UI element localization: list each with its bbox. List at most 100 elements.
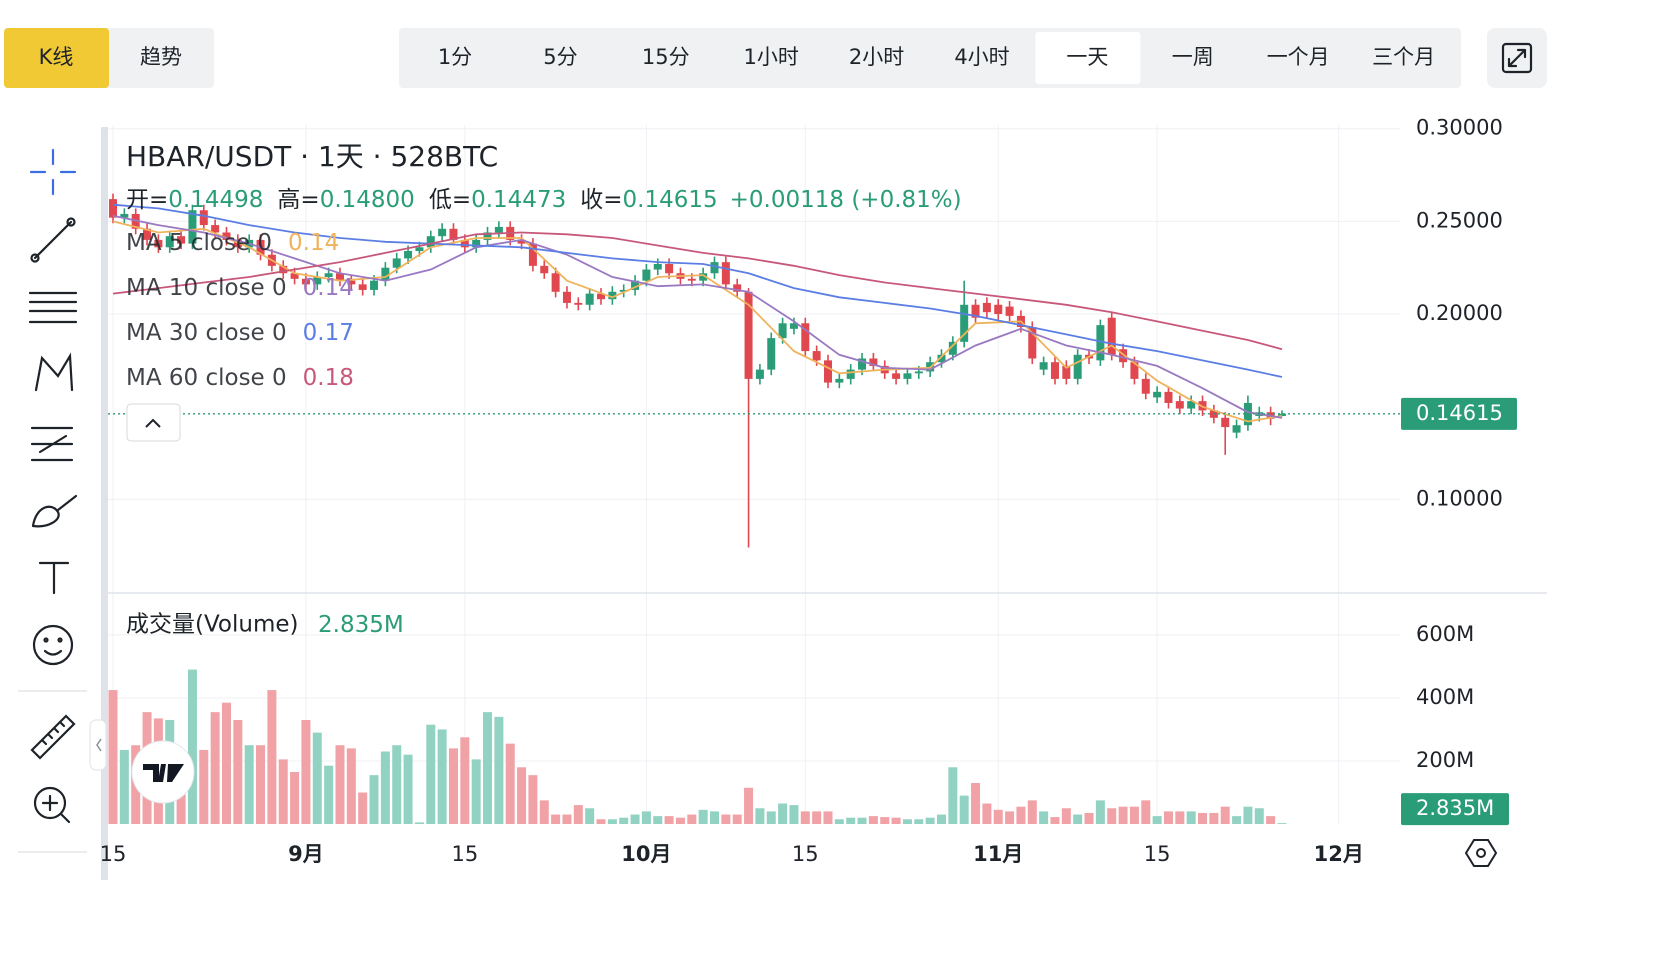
candle-body	[1073, 354, 1082, 379]
candle-body	[1164, 391, 1173, 403]
volume-bar	[1152, 816, 1162, 824]
volume-bar	[971, 783, 981, 824]
volume-bar	[823, 811, 833, 824]
candle-body	[619, 289, 628, 292]
volume-bar	[483, 712, 493, 824]
candle-body	[1062, 365, 1071, 379]
interval-button[interactable]: 5分	[543, 45, 577, 69]
volume-bar	[880, 817, 890, 824]
volume-tick-label: 400M	[1416, 685, 1474, 709]
volume-bar	[812, 811, 822, 824]
volume-bar	[403, 754, 413, 824]
interval-button[interactable]: 15分	[642, 45, 690, 69]
candle-body	[608, 291, 617, 300]
emoji-tool[interactable]	[32, 624, 74, 666]
x-tick-label: 12月	[1314, 842, 1364, 866]
volume-bar	[857, 817, 867, 824]
interval-button[interactable]: 一天	[1066, 45, 1108, 69]
candle-body	[358, 284, 367, 290]
trendline-dot	[30, 253, 40, 263]
volume-bar	[766, 811, 776, 824]
interval-button[interactable]: 1小时	[744, 45, 799, 69]
zoom-tool[interactable]	[33, 786, 67, 820]
volume-tick-label: 200M	[1416, 748, 1474, 772]
candles	[108, 193, 1286, 548]
ma-legend: MA 30 close 0 0.17	[126, 320, 354, 346]
interval-button[interactable]: 1分	[438, 45, 472, 69]
ma-legend: MA 10 close 0 0.14	[126, 275, 354, 301]
chart-type-button[interactable]: 趋势	[140, 45, 182, 69]
candle-body	[869, 358, 878, 366]
interval-button[interactable]: 三个月	[1372, 45, 1435, 69]
ma-legend-name: MA 5 close 0	[126, 230, 272, 256]
volume-bar	[1005, 811, 1015, 824]
volume-bar	[471, 759, 481, 824]
volume-bar	[426, 724, 436, 824]
candle-body	[154, 239, 163, 248]
last-volume-tag	[1401, 793, 1509, 826]
candle-body	[120, 213, 129, 218]
last-price-tag	[1401, 397, 1517, 430]
volume-bar	[959, 795, 969, 824]
fib-tool[interactable]	[28, 291, 78, 324]
x-tick-label: 10月	[621, 842, 671, 866]
ohlc-value: 0.14498	[168, 187, 263, 213]
settings-icon[interactable]	[1464, 839, 1498, 867]
interval-button[interactable]: 一周	[1172, 45, 1214, 69]
ma-legend-value: 0.14	[303, 275, 354, 301]
ma-legend-value: 0.14	[288, 230, 339, 256]
volume-bar	[653, 816, 663, 824]
candle-body	[733, 284, 742, 292]
volume-bar	[312, 732, 322, 824]
ruler-tool[interactable]	[30, 714, 76, 760]
trendline-tool[interactable]	[33, 220, 73, 260]
candle-body	[1221, 417, 1230, 428]
candle-body	[460, 239, 469, 248]
volume-bar	[1061, 808, 1071, 824]
candle-body	[653, 263, 662, 270]
ohlc-label: 收=	[580, 187, 622, 213]
ohlc-value: 0.14800	[320, 187, 415, 213]
volume-bar	[936, 814, 946, 824]
interval-button[interactable]: 4小时	[954, 45, 1009, 69]
candle-body	[1232, 425, 1241, 433]
volume-legend-value: 2.835M	[318, 612, 404, 638]
volume-bar	[199, 749, 209, 824]
candle-body	[279, 265, 288, 274]
emoji-eye	[57, 637, 63, 643]
projection-tool[interactable]	[30, 426, 74, 462]
crosshair-tool[interactable]	[29, 148, 77, 196]
collapse-toolbar[interactable]	[89, 719, 107, 771]
pattern-tool[interactable]	[34, 352, 74, 392]
volume-bar	[221, 702, 231, 824]
volume-bar	[1243, 806, 1253, 824]
candle-body	[892, 373, 901, 379]
legend-collapse-button[interactable]	[126, 403, 181, 442]
volume-bar	[1209, 812, 1219, 824]
volume-bar	[585, 808, 595, 824]
x-tick-label: 15	[1144, 842, 1171, 866]
volume-tick-label: 600M	[1416, 622, 1474, 646]
interval-button[interactable]: 一个月	[1267, 45, 1330, 69]
volume-bar	[687, 814, 697, 824]
brush-tool[interactable]	[31, 494, 78, 528]
emoji-eye	[43, 637, 49, 643]
collapse-arrow	[96, 738, 102, 752]
volume-bars	[108, 669, 1287, 824]
chart-type-button[interactable]: K线	[39, 45, 74, 69]
candle-body	[801, 323, 810, 352]
volume-bar	[1198, 812, 1208, 824]
candle-body	[960, 304, 969, 342]
volume-bar	[460, 737, 470, 824]
ohlc-label: 高=	[277, 187, 319, 213]
volume-bar	[335, 745, 345, 824]
candle-body	[710, 262, 719, 274]
text-tool[interactable]	[38, 561, 70, 595]
interval-button[interactable]: 2小时	[849, 45, 904, 69]
candle-body	[370, 280, 379, 290]
chart-type-active	[4, 28, 109, 88]
volume-bar	[528, 775, 538, 824]
candle-body	[108, 199, 117, 218]
candle-body	[165, 236, 174, 248]
